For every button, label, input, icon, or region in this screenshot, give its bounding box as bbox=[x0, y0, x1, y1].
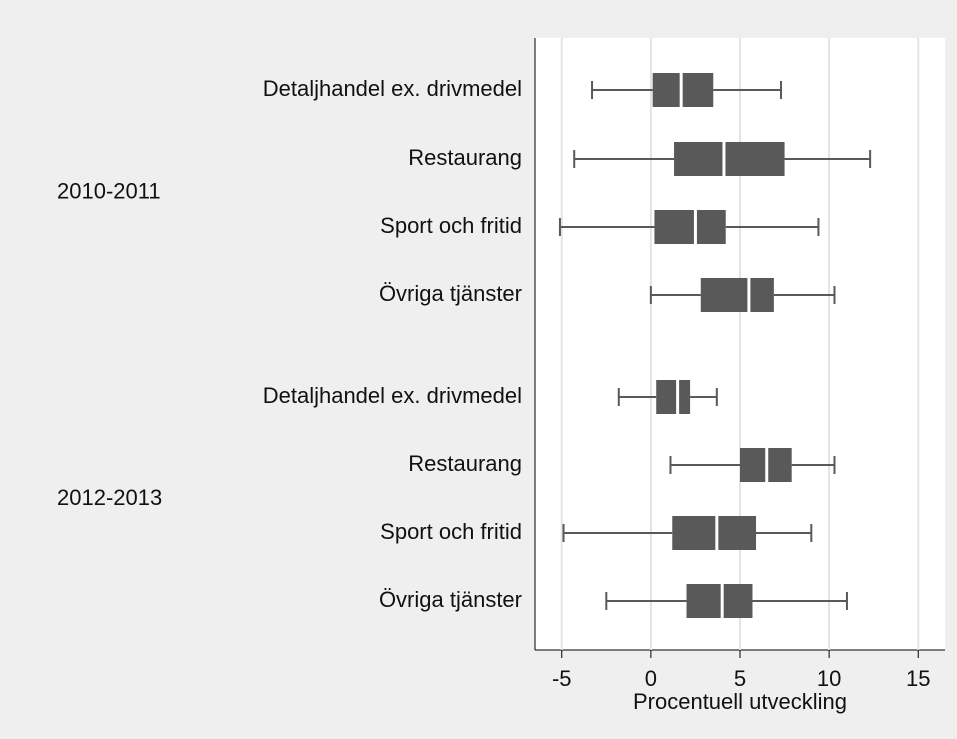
x-tick-label: -5 bbox=[552, 666, 572, 691]
category-label: Övriga tjänster bbox=[379, 281, 522, 306]
group-label: 2012-2013 bbox=[57, 485, 162, 510]
x-tick-label: 10 bbox=[817, 666, 841, 691]
category-label: Övriga tjänster bbox=[379, 587, 522, 612]
box bbox=[674, 142, 785, 176]
category-label: Detaljhandel ex. drivmedel bbox=[263, 383, 522, 408]
category-label: Sport och fritid bbox=[380, 519, 522, 544]
group-label: 2010-2011 bbox=[57, 178, 161, 203]
x-tick-label: 5 bbox=[734, 666, 746, 691]
box bbox=[656, 380, 691, 414]
box bbox=[700, 278, 774, 312]
x-axis-title: Procentuell utveckling bbox=[633, 689, 847, 714]
x-tick-label: 0 bbox=[645, 666, 657, 691]
category-label: Restaurang bbox=[408, 451, 522, 476]
category-label: Detaljhandel ex. drivmedel bbox=[263, 76, 522, 101]
box bbox=[686, 584, 753, 618]
box bbox=[654, 210, 726, 244]
x-tick-label: 15 bbox=[906, 666, 930, 691]
box bbox=[652, 73, 714, 107]
box bbox=[672, 516, 757, 550]
category-label: Restaurang bbox=[408, 145, 522, 170]
category-label: Sport och fritid bbox=[380, 213, 522, 238]
